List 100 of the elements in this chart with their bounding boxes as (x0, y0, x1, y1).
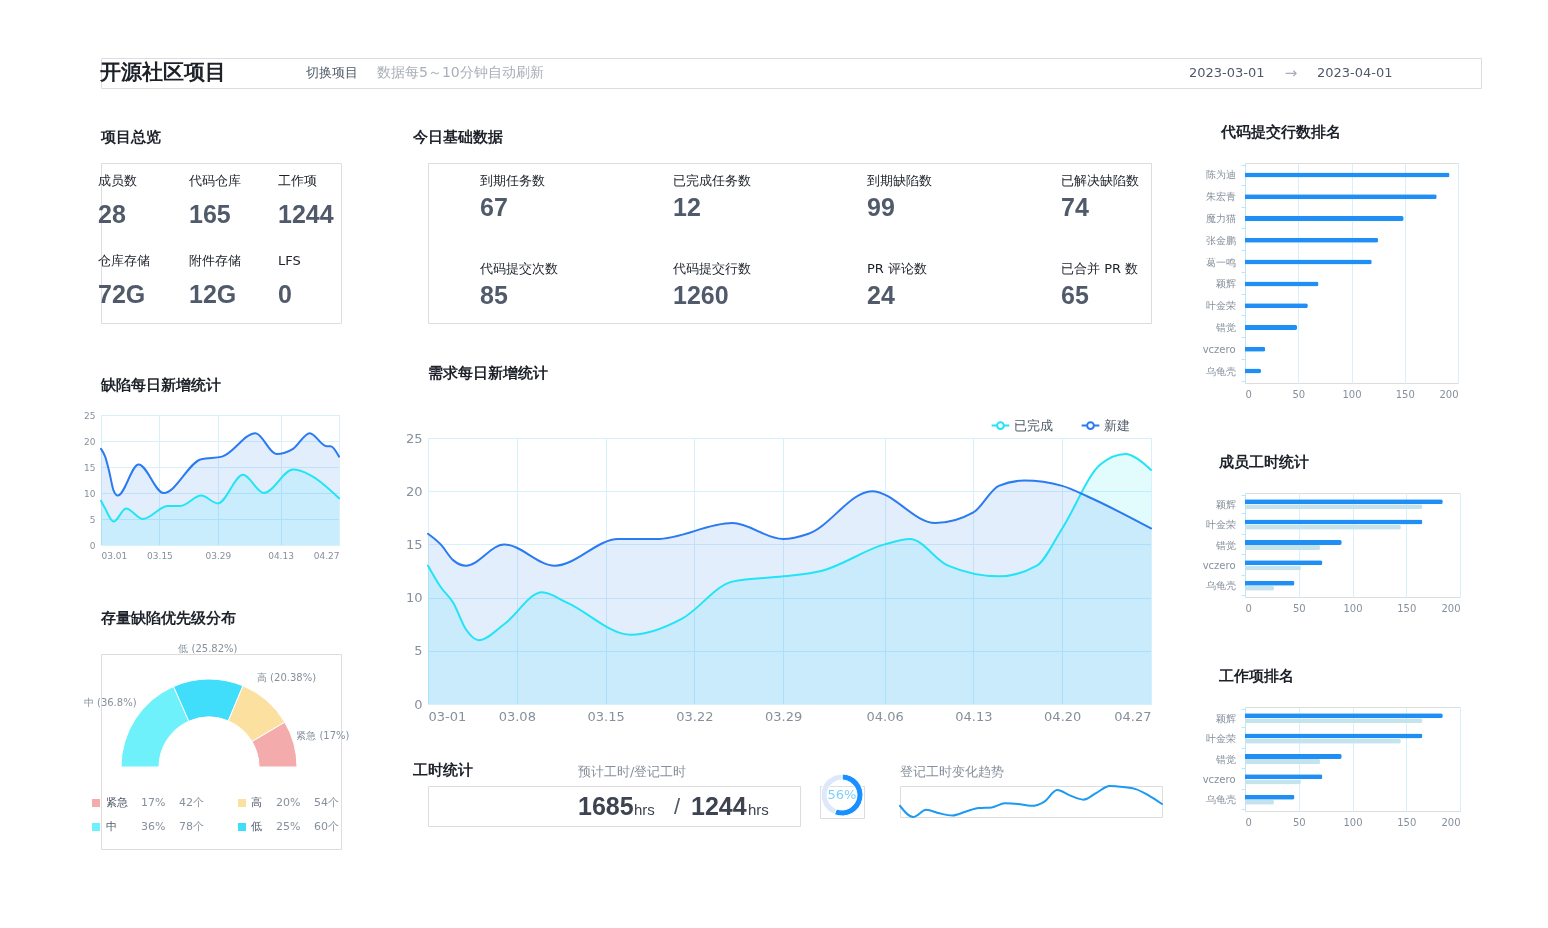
text: PR 评论数 (867, 261, 928, 276)
chart-title: 工作项排名 (1218, 667, 1294, 685)
text: / (674, 794, 681, 819)
text: 165 (189, 200, 231, 228)
text: 0 (278, 280, 292, 308)
x-tick-label: 04.27 (313, 550, 340, 561)
text: 42个 (179, 796, 204, 809)
text: 20% (276, 796, 301, 809)
x-tick-label: 04.13 (268, 550, 294, 561)
text: hrs (634, 801, 655, 818)
text: 36% (141, 820, 166, 833)
y-tick-label: 乌龟壳 (1205, 365, 1236, 377)
x-tick-label: 03.29 (765, 708, 803, 724)
x-tick-label: 03.15 (587, 708, 625, 724)
chart-title: 成员工时统计 (1218, 453, 1309, 471)
text: LFS (278, 253, 301, 268)
x-tick-label: 04.06 (866, 708, 904, 724)
y-tick-label: 葛一鸣 (1205, 256, 1236, 268)
text: 17% (141, 796, 166, 809)
text: 已完成任务数 (673, 173, 751, 188)
data-label: 紧急 (17%) (296, 729, 350, 741)
chart-title: 登记工时变化趋势 (900, 764, 1004, 779)
chart-title: 需求每日新增统计 (428, 364, 548, 382)
y-tick-label: 叶金荣 (1205, 519, 1236, 531)
legend-label: 低 (251, 820, 262, 833)
x-tick-label: 200 (1441, 816, 1461, 828)
y-tick-label: 颖辉 (1215, 278, 1236, 290)
legend-label: 新建 (1104, 417, 1130, 433)
bar (1245, 324, 1298, 330)
y-tick-label: 陈为迪 (1205, 169, 1236, 181)
data-label: 56% (827, 787, 857, 802)
x-tick-label: 0 (1245, 816, 1252, 828)
text: 切换项目 (306, 65, 358, 80)
text: 到期任务数 (480, 173, 545, 188)
x-tick-label: 0 (1245, 388, 1252, 400)
y-tick-label: 张金鹏 (1205, 234, 1236, 246)
text: 今日基础数据 (412, 128, 503, 146)
y-tick-label: vczero (1202, 773, 1236, 785)
text: hrs (748, 801, 769, 818)
y-tick-label: 15 (84, 462, 96, 473)
y-tick-label: 朱宏青 (1205, 191, 1236, 203)
text: 65 (1061, 281, 1089, 309)
y-tick-label: 错觉 (1214, 753, 1236, 765)
text: 已合并 PR 数 (1061, 261, 1139, 276)
x-tick-label: 0 (1245, 602, 1252, 614)
y-tick-label: 0 (89, 540, 96, 551)
x-tick-label: 150 (1395, 388, 1415, 400)
text: 仓库存储 (98, 253, 150, 268)
text: 2023-04-01 (1317, 65, 1393, 80)
text: 12G (189, 280, 237, 308)
y-tick-label: vczero (1202, 559, 1236, 571)
x-tick-label: 100 (1343, 602, 1363, 614)
y-tick-label: 20 (84, 436, 96, 447)
y-tick-label: 颖辉 (1215, 498, 1236, 510)
x-tick-label: 03.01 (101, 550, 128, 561)
y-tick-label: 魔力猫 (1205, 213, 1236, 225)
x-tick-label: 150 (1397, 602, 1417, 614)
x-tick-label: 50 (1292, 388, 1306, 400)
data-label: 中 (36.8%) (83, 696, 137, 708)
x-tick-label: 03.08 (498, 708, 536, 724)
x-tick-label: 200 (1441, 602, 1461, 614)
text: 开源社区项目 (99, 60, 226, 84)
y-tick-label: 5 (414, 643, 423, 659)
legend-label: 高 (251, 796, 262, 809)
chart-title: 代码提交行数排名 (1220, 123, 1341, 141)
x-tick-label: 03.15 (147, 550, 173, 561)
text: 代码仓库 (188, 173, 241, 188)
text: 到期缺陷数 (867, 173, 932, 188)
legend-label: 中 (106, 820, 117, 833)
x-tick-label: 150 (1397, 816, 1417, 828)
y-tick-label: 20 (405, 483, 423, 499)
y-tick-label: 错觉 (1214, 539, 1236, 551)
text: 99 (867, 193, 895, 221)
text: 54个 (314, 796, 339, 809)
text: 12 (673, 193, 701, 221)
text: 代码提交次数 (479, 261, 558, 276)
bar (1245, 753, 1342, 759)
text: 项目总览 (100, 128, 161, 146)
data-label: 高 (20.38%) (256, 672, 317, 684)
chart-title: 存量缺陷优先级分布 (100, 609, 236, 627)
text: → (1284, 64, 1298, 82)
text: 1685 (578, 792, 634, 820)
text: 代码提交行数 (672, 261, 751, 276)
y-tick-label: 叶金荣 (1205, 733, 1236, 745)
x-tick-label: 03.22 (676, 708, 714, 724)
y-tick-label: vczero (1202, 343, 1236, 355)
x-tick-label: 50 (1292, 602, 1306, 614)
text: 78个 (179, 820, 204, 833)
legend-label: 紧急 (106, 796, 128, 809)
text: 工时统计 (412, 761, 473, 779)
y-tick-label: 颖辉 (1215, 712, 1236, 724)
text: 附件存储 (189, 253, 241, 268)
y-tick-label: 10 (405, 590, 423, 606)
text: 24 (867, 281, 895, 309)
text: 成员数 (98, 173, 137, 188)
bar (1245, 539, 1342, 545)
y-tick-label: 25 (84, 410, 96, 421)
legend-label: 已完成 (1014, 417, 1053, 433)
bar (1245, 216, 1404, 222)
y-tick-label: 10 (84, 488, 96, 499)
